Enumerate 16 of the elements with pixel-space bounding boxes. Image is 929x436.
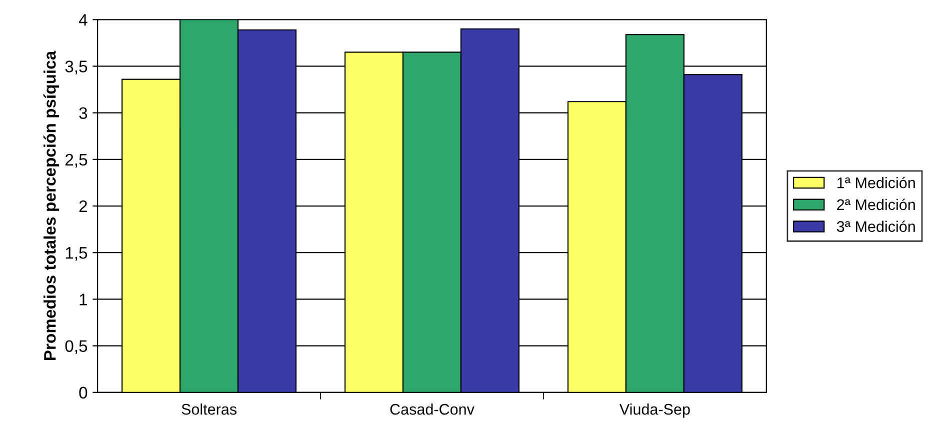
- x-tick-label: Casad-Conv: [390, 404, 474, 415]
- y-axis-title: Promedios totales percepción psíquica: [43, 50, 60, 360]
- y-tick-label: 0: [79, 386, 88, 399]
- y-tick-label: 2,5: [65, 154, 88, 168]
- x-tick-label: Solteras: [182, 404, 236, 415]
- y-tick-label: 3,5: [65, 60, 88, 74]
- legend-label: 1ª Medición: [837, 176, 915, 188]
- legend-label: 2ª Medición: [837, 198, 915, 210]
- y-tick-label: 1,5: [66, 247, 88, 261]
- y-tick-label: 3: [79, 107, 88, 120]
- y-tick-label: 4: [78, 14, 88, 26]
- y-tick-label: 1: [80, 294, 88, 306]
- y-tick-label: 0,5: [65, 340, 88, 354]
- x-tick-label: Viuda-Sep: [619, 404, 690, 418]
- y-tick-label: 2: [79, 200, 87, 212]
- legend-label: 3ª Medición: [836, 220, 915, 232]
